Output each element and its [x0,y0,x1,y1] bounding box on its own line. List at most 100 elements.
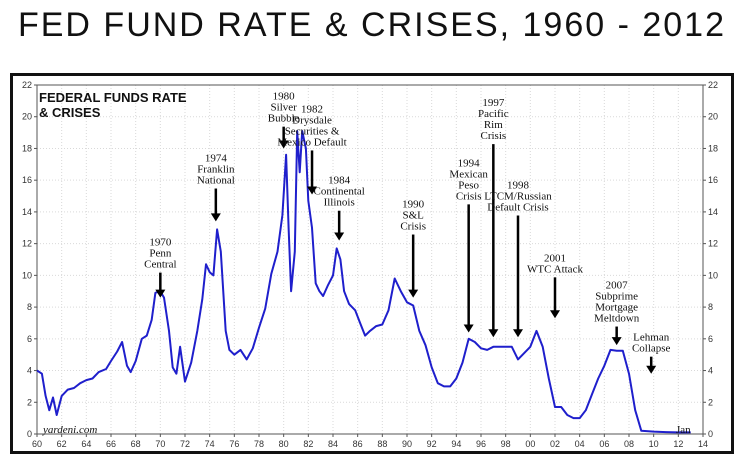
annotation-arrow-head [550,310,560,319]
annotation-label: S&L [402,210,424,222]
annotation-arrow-head [210,213,221,222]
annotation-label: Mexican [449,168,488,180]
x-tick-label: 72 [180,439,190,449]
y-tick-label-right: 2 [708,397,713,407]
annotation-arrow-head [611,337,622,346]
y-tick-label-left: 12 [22,239,32,249]
annotation-label: 1998 [507,179,530,191]
annotation-label: Continental [314,186,365,198]
y-tick-label-left: 0 [27,429,32,439]
x-tick-label: 66 [106,439,116,449]
chart-title-line1: FEDERAL FUNDS RATE [39,90,187,105]
x-tick-label: 76 [229,439,239,449]
y-tick-label-right: 16 [708,175,718,185]
plot-area [36,84,704,435]
annotation-arrow-head [408,289,419,298]
annotation-layer: 1970PennCentral1974FranklinNational1980S… [144,91,671,374]
annotation-arrow-head [513,329,523,338]
y-tick-label-left: 20 [22,112,32,122]
y-tick-label-right: 8 [708,302,713,312]
annotation-label: Collapse [632,343,671,355]
x-tick-label: 90 [402,439,412,449]
annotation-label: Pacific [478,108,509,120]
series-layer [36,130,691,434]
annotation-label: Penn [149,248,172,260]
annotation-label: Peso [458,179,479,191]
y-tick-label-right: 0 [708,429,713,439]
x-tick-label: 70 [155,439,165,449]
x-tick-label: 06 [599,439,609,449]
y-tick-label-right: 18 [708,143,718,153]
annotation-label: Bubble [268,113,300,125]
end-label: Jan [676,424,691,436]
x-tick-label: 74 [205,439,215,449]
chart-title-line2: & CRISES [39,105,101,120]
y-tick-label-left: 22 [22,80,32,90]
y-tick-label-right: 4 [708,366,713,376]
annotation-arrow-head [278,140,289,149]
x-tick-label: 98 [501,439,511,449]
annotation-label: Rim [484,119,503,131]
x-tick-label: 12 [673,439,683,449]
annotation-label: 1982 [301,103,323,115]
y-tick-label-left: 16 [22,175,32,185]
annotation-label: 1990 [402,199,425,211]
y-tick-label-right: 14 [708,207,718,217]
annotation-label: Mortgage [595,302,638,314]
x-tick-label: 60 [32,439,42,449]
x-tick-label: 68 [131,439,141,449]
y-tick-label-left: 14 [22,207,32,217]
annotation-arrow-head [488,329,499,338]
fed-funds-rate-line [36,130,691,434]
y-tick-label-right: 12 [708,239,718,249]
x-tick-label: 80 [279,439,289,449]
x-tick-label: 64 [81,439,91,449]
annotation-label: Lehman [633,332,670,344]
annotation-label: Central [144,259,176,271]
annotation-label: Crisis [456,190,482,202]
annotation-arrow-head [646,365,657,374]
x-tick-label: 82 [303,439,313,449]
y-tick-label-right: 10 [708,270,718,280]
x-tick-label: 00 [525,439,535,449]
x-tick-label: 78 [254,439,264,449]
x-tick-label: 84 [328,439,338,449]
annotation-label: 2007 [606,280,629,292]
annotation-label: 1970 [149,237,172,249]
x-tick-label: 96 [476,439,486,449]
x-tick-label: 04 [575,439,585,449]
y-tick-label-right: 6 [708,334,713,344]
annotation-label: Crisis [400,221,426,233]
y-tick-label-left: 18 [22,143,32,153]
annotation-label: 1974 [205,153,228,165]
x-tick-label: 08 [624,439,634,449]
y-tick-label-right: 20 [708,112,718,122]
annotation-label: 1994 [458,157,481,169]
y-tick-label-left: 8 [27,302,32,312]
x-tick-label: 94 [451,439,461,449]
annotation-label: National [197,175,235,187]
annotation-label: 1980 [273,91,296,103]
page-title: FED FUND RATE & CRISES, 1960 - 2012 [17,6,726,44]
x-tick-label: 10 [649,439,659,449]
y-tick-label-left: 2 [27,397,32,407]
annotation-label: Drysdale [292,114,332,126]
annotation-label: Crisis [480,130,506,142]
x-tick-label: 86 [353,439,363,449]
x-tick-label: 14 [698,439,708,449]
y-tick-label-right: 22 [708,80,718,90]
credit-label: yardeni.com [42,424,97,436]
annotation-label: WTC Attack [527,263,583,275]
annotation-label: Default Crisis [487,201,548,213]
x-tick-label: 62 [57,439,67,449]
